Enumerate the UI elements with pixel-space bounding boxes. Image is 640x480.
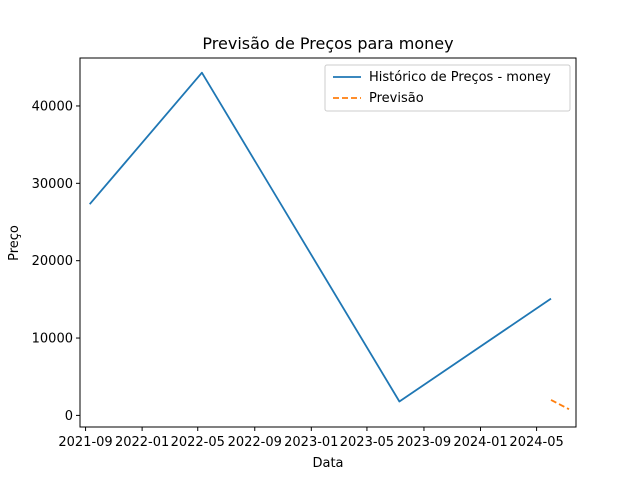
y-tick-label: 10000: [32, 332, 73, 347]
y-tick-label: 20000: [32, 254, 73, 269]
x-tick-label: 2022-09: [228, 435, 282, 450]
x-tick-label: 2022-05: [171, 435, 225, 450]
chart-title: Previsão de Preços para money: [202, 34, 453, 53]
plot-frame: [79, 57, 577, 428]
legend: Histórico de Preços - money Previsão: [324, 64, 571, 112]
legend-label-forecast: Previsão: [369, 91, 424, 106]
x-tick-label: 2023-01: [284, 435, 338, 450]
series-line-1: [550, 399, 570, 410]
y-tick-label: 30000: [32, 177, 73, 192]
y-tick-label: 0: [65, 409, 73, 424]
y-tick-label: 40000: [32, 99, 73, 114]
plot-area: [89, 71, 570, 410]
x-axis-label: Data: [312, 456, 343, 471]
legend-box: [324, 64, 571, 112]
x-tick-label: 2023-05: [340, 435, 394, 450]
x-tick-label: 2024-05: [509, 435, 563, 450]
x-tick-label: 2022-01: [115, 435, 169, 450]
legend-label-history: Histórico de Preços - money: [369, 70, 551, 85]
series-line-0: [89, 71, 552, 403]
y-axis-label: Preço: [7, 225, 22, 261]
x-axis: 2021-09 2022-01 2022-05 2022-09 2023-01 2023-…: [58, 427, 564, 450]
x-tick-label: 2023-09: [397, 435, 451, 450]
y-axis: 0 10000 20000 30000 40000: [32, 99, 80, 424]
x-tick-label: 2024-01: [453, 435, 507, 450]
x-tick-label: 2021-09: [58, 435, 112, 450]
